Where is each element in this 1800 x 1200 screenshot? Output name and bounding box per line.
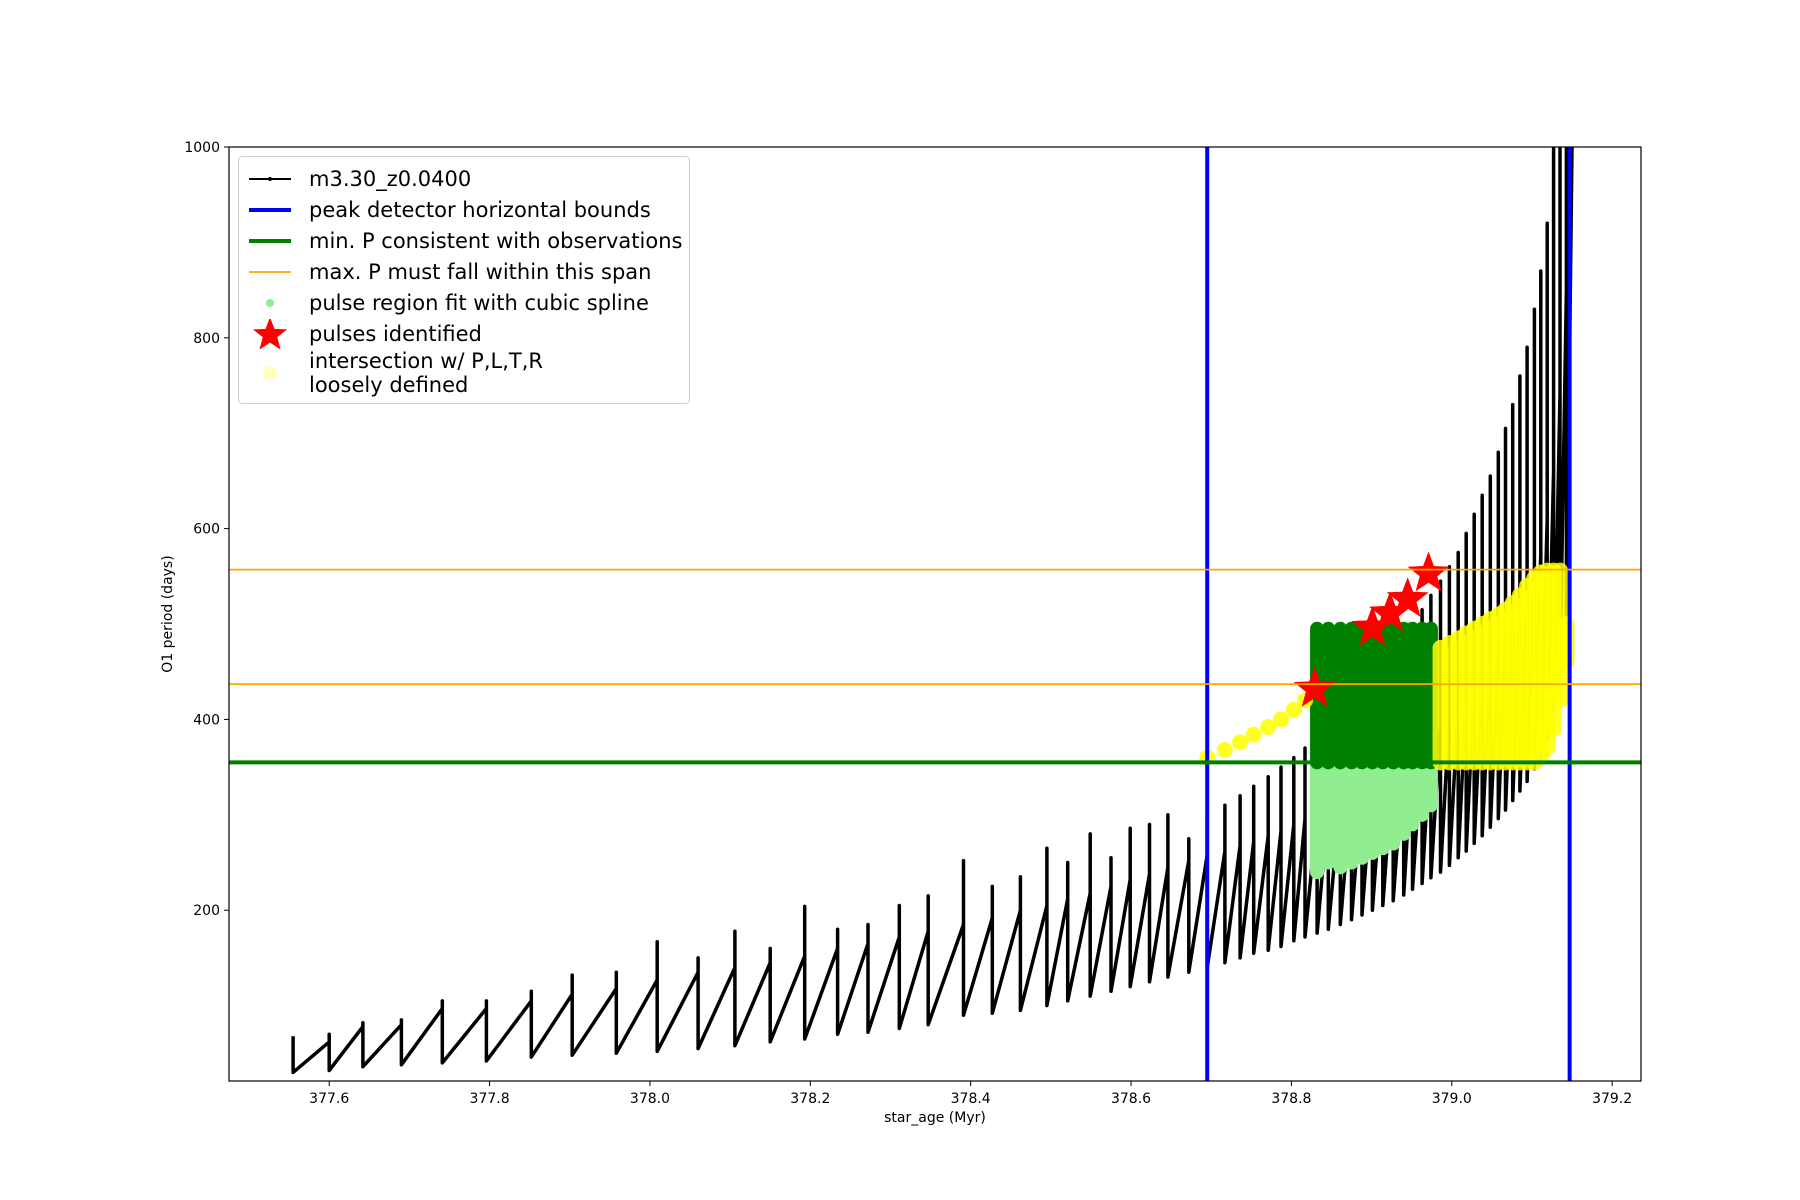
y-tick-label: 400 <box>193 712 220 728</box>
pulse-star <box>1369 591 1411 632</box>
x-tick-label: 377.6 <box>309 1091 349 1107</box>
x-axis-label: star_age (Myr) <box>884 1110 986 1126</box>
legend-label: max. P must fall within this span <box>309 259 652 284</box>
legend-label: m3.30_z0.0400 <box>309 166 472 191</box>
x-tick-label: 378.4 <box>951 1091 991 1107</box>
legend-entry: intersection w/ P,L,T,R loosely defined <box>239 349 689 397</box>
legend-entry: peak detector horizontal bounds <box>239 194 689 225</box>
axes-frame <box>228 146 1642 1082</box>
legend-label: min. P consistent with observations <box>309 228 683 253</box>
legend-star <box>252 318 288 349</box>
legend-handle <box>249 238 291 243</box>
y-tick-label: 1000 <box>184 140 220 156</box>
legend-entry: m3.30_z0.0400 <box>239 163 689 194</box>
legend-marker <box>263 366 277 380</box>
y-axis-label: O1 period (days) <box>160 555 176 672</box>
plot-area <box>229 147 1641 1081</box>
x-tick-label: 378.6 <box>1111 1091 1151 1107</box>
legend-label: pulses identified <box>309 321 482 346</box>
legend-label: peak detector horizontal bounds <box>309 197 651 222</box>
y-tick-label: 800 <box>193 331 220 347</box>
legend-entry: pulse region fit with cubic spline <box>239 287 689 318</box>
pulse-star <box>1407 551 1450 592</box>
legend-entry: min. P consistent with observations <box>239 225 689 256</box>
x-tick-label: 378.8 <box>1271 1091 1311 1107</box>
legend-handle <box>266 298 274 307</box>
legend-label: intersection w/ P,L,T,R loosely defined <box>309 349 543 397</box>
pulse-star <box>1351 605 1394 646</box>
pulse-star <box>1293 666 1336 707</box>
y-tick-label: 600 <box>193 522 220 538</box>
legend-handle <box>249 270 291 273</box>
x-tick-label: 379.2 <box>1592 1091 1632 1107</box>
legend-handle <box>263 366 277 380</box>
legend-handle <box>249 176 291 181</box>
legend-entry: pulses identified <box>239 318 689 349</box>
legend-label: pulse region fit with cubic spline <box>309 290 649 315</box>
x-tick-label: 377.8 <box>470 1091 510 1107</box>
x-tick-label: 379.0 <box>1432 1091 1472 1107</box>
legend-marker <box>266 298 274 307</box>
legend-handle <box>249 207 291 212</box>
legend-marker <box>268 176 272 181</box>
pulse-star <box>1386 577 1429 617</box>
y-tick-label: 200 <box>193 903 220 919</box>
legend-handle <box>252 318 288 349</box>
x-tick-label: 378.0 <box>630 1091 670 1107</box>
x-tick-label: 378.2 <box>790 1091 830 1107</box>
legend-entry: max. P must fall within this span <box>239 256 689 287</box>
